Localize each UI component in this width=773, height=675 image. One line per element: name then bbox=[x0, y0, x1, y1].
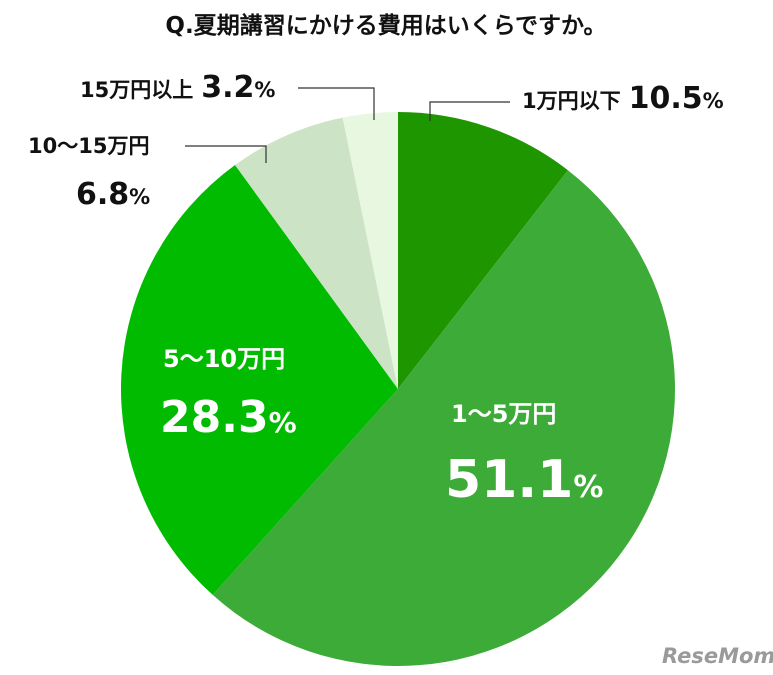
pie-slice-4 bbox=[342, 112, 398, 389]
pie-slice-2 bbox=[121, 165, 398, 595]
slice-label-15man-ijo: 15万円以上 3.2% bbox=[80, 70, 275, 105]
pie-slice-1 bbox=[212, 170, 675, 666]
slice-label-10-15man-value: 6.8% bbox=[76, 177, 150, 212]
slice-label-5-10man-category: 5〜10万円 bbox=[163, 345, 285, 373]
pie-slices bbox=[121, 112, 675, 666]
slice-unit: % bbox=[269, 406, 297, 439]
slice-label-5-10man-value: 28.3% bbox=[160, 392, 297, 443]
slice-unit: % bbox=[129, 185, 150, 209]
slice-unit: % bbox=[573, 470, 603, 505]
pie-slice-0 bbox=[398, 112, 568, 389]
slice-value: 6.8 bbox=[76, 177, 129, 212]
slice-value: 3.2 bbox=[201, 70, 254, 105]
leader-line-15man-ijo bbox=[298, 87, 375, 120]
leader-line-1man-ika bbox=[429, 101, 510, 121]
slice-label-1-5man-value: 51.1% bbox=[445, 450, 603, 510]
slice-unit: % bbox=[254, 78, 275, 102]
slice-category: 15万円以上 bbox=[80, 78, 193, 102]
slice-label-1man-ika: 1万円以下 10.5% bbox=[522, 81, 724, 116]
slice-category: 1万円以下 bbox=[522, 89, 621, 113]
slice-label-1-5man-category: 1〜5万円 bbox=[451, 400, 556, 428]
leader-line-10-15man bbox=[185, 145, 267, 163]
chart-title: Q.夏期講習にかける費用はいくらですか。 bbox=[165, 12, 606, 39]
slice-label-10-15man-category: 10〜15万円 bbox=[28, 134, 149, 158]
slice-value: 28.3 bbox=[160, 392, 269, 443]
slice-value: 51.1 bbox=[445, 450, 573, 510]
slice-value: 10.5 bbox=[629, 81, 703, 116]
pie-slice-3 bbox=[235, 117, 398, 389]
slice-unit: % bbox=[703, 89, 724, 113]
resemom-logo: ReseMom bbox=[662, 644, 773, 668]
